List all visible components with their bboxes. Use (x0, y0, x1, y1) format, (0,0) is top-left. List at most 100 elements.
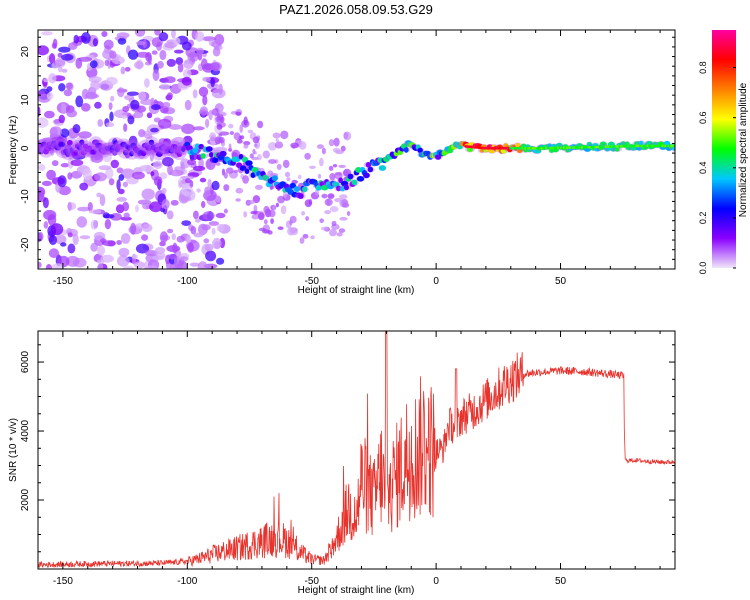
spectrogram-cell (186, 234, 192, 245)
spectrogram-cell (324, 198, 333, 206)
spectrogram-cell (123, 212, 130, 219)
spectrogram-cell (127, 115, 135, 125)
spectrogram-cell (196, 188, 201, 193)
spectrogram-cell (193, 232, 204, 238)
spectrogram-cell (187, 159, 197, 166)
spectrogram-cell (104, 59, 110, 66)
spectrogram-cell (67, 201, 72, 212)
spectrogram-cell (293, 186, 300, 192)
spectrogram-cell (105, 122, 115, 128)
snr-xlabel: Height of straight line (km) (298, 585, 415, 596)
spectrogram-cell (43, 221, 49, 229)
spectrogram-cell (340, 185, 345, 192)
spectrogram-cell (286, 177, 291, 182)
spectrogram-cell (164, 76, 176, 84)
spectrogram-cell (297, 174, 302, 180)
spectrogram-cell (145, 265, 158, 269)
spectrogram-cell (48, 248, 60, 259)
spectrogram-cell (109, 50, 117, 59)
spectrogram-cell (60, 242, 67, 247)
spectrogram-cell (122, 201, 130, 212)
spectrogram-cell (203, 238, 210, 244)
spectrogram-cell (201, 224, 211, 231)
spectrogram-cell (130, 99, 140, 110)
spectrogram-cell (321, 193, 328, 199)
spectrogram-cell (131, 254, 138, 260)
spectrogram-cell (157, 60, 164, 69)
spectrogram-cell (351, 179, 358, 186)
spectrogram-cell (61, 53, 74, 61)
spectrogram-cell (149, 150, 154, 162)
y-tick-label: -20 (20, 237, 31, 252)
spectrogram-cell (417, 147, 423, 154)
spectrogram-cell (217, 113, 224, 121)
spectrogram-cell (85, 91, 98, 100)
spectrogram-cell (92, 38, 98, 47)
spectrogram-cell (77, 206, 90, 212)
spectrogram-cell (101, 31, 108, 37)
spectrogram-cell (141, 223, 153, 233)
figure-title: PAZ1.2026.058.09.53.G29 (279, 2, 433, 17)
snr-series-line (38, 331, 675, 569)
spectrogram-cell (206, 160, 212, 169)
spectrogram-cell (173, 37, 181, 45)
spectrogram-cell (199, 177, 207, 183)
spectrogram-cell (270, 218, 274, 225)
spectrogram-cell (228, 123, 234, 129)
spectrogram-cell (277, 226, 284, 230)
spectrogram-cell (171, 233, 176, 241)
spectrogram-cell (328, 139, 335, 147)
spectrogram-cell (48, 73, 57, 84)
spectrogram-cell (152, 69, 160, 81)
spectrogram-cell (202, 211, 215, 221)
spectrogram-cell (223, 184, 230, 192)
spectrogram-cell (151, 104, 161, 111)
spectrogram-cell (144, 78, 150, 88)
spectrogram-cell (211, 180, 220, 191)
spectrogram-cell (157, 118, 172, 129)
spectrogram-cell (55, 57, 66, 68)
y-tick-label: 6000 (20, 350, 31, 373)
spectrogram-cell (172, 242, 178, 254)
colorbar-ticks: 0.0 0.2 0.4 0.6 0.8 (698, 61, 736, 274)
spectrogram-cell (42, 197, 49, 209)
snr-frame (37, 330, 676, 570)
spectrogram-cell (169, 263, 181, 269)
spectrogram-cell (192, 126, 205, 131)
spectrogram-cell (140, 165, 154, 172)
spectrogram-cell (202, 95, 208, 106)
spectrogram-cell (148, 139, 155, 146)
spectrogram-cell (131, 171, 145, 180)
spectrogram-cell (377, 157, 384, 163)
spectrogram-cell (88, 76, 102, 83)
spectrogram-cell (338, 228, 346, 233)
spectrogram-cell (67, 243, 76, 254)
spectrogram-cell (169, 169, 184, 177)
spectrogram-cell (113, 140, 118, 146)
spectrogram-cell (94, 101, 102, 109)
spectrogram-cell (195, 31, 205, 42)
spectrogram-cell (152, 255, 164, 261)
spectrogram-cell (97, 142, 103, 149)
spectrogram-cell (268, 159, 277, 164)
spectrogram-cell (150, 171, 155, 177)
spectrogram-cell (258, 212, 265, 221)
spectrogram-cell (173, 144, 178, 150)
spectrogram-cell (110, 95, 115, 102)
spectrogram-cell (181, 41, 192, 51)
spectrogram-cell (324, 210, 331, 215)
spectrogram-cell (309, 165, 316, 169)
spectrogram-cell (257, 120, 264, 129)
x-tick-label: -50 (304, 276, 319, 287)
spectrogram-cell (48, 234, 58, 246)
spectrogram-cell (249, 153, 254, 159)
spectrogram-cell (274, 141, 284, 149)
spectrogram-cell (88, 209, 102, 214)
spectrogram-cell (58, 114, 65, 124)
spectrogram-cell (215, 162, 221, 166)
spectrogram-cell (58, 83, 66, 92)
spectrogram-cell (314, 189, 319, 196)
spectrogram-cell (116, 179, 121, 191)
spectrogram-cell (339, 216, 348, 221)
spectrogram-cell (276, 163, 282, 170)
